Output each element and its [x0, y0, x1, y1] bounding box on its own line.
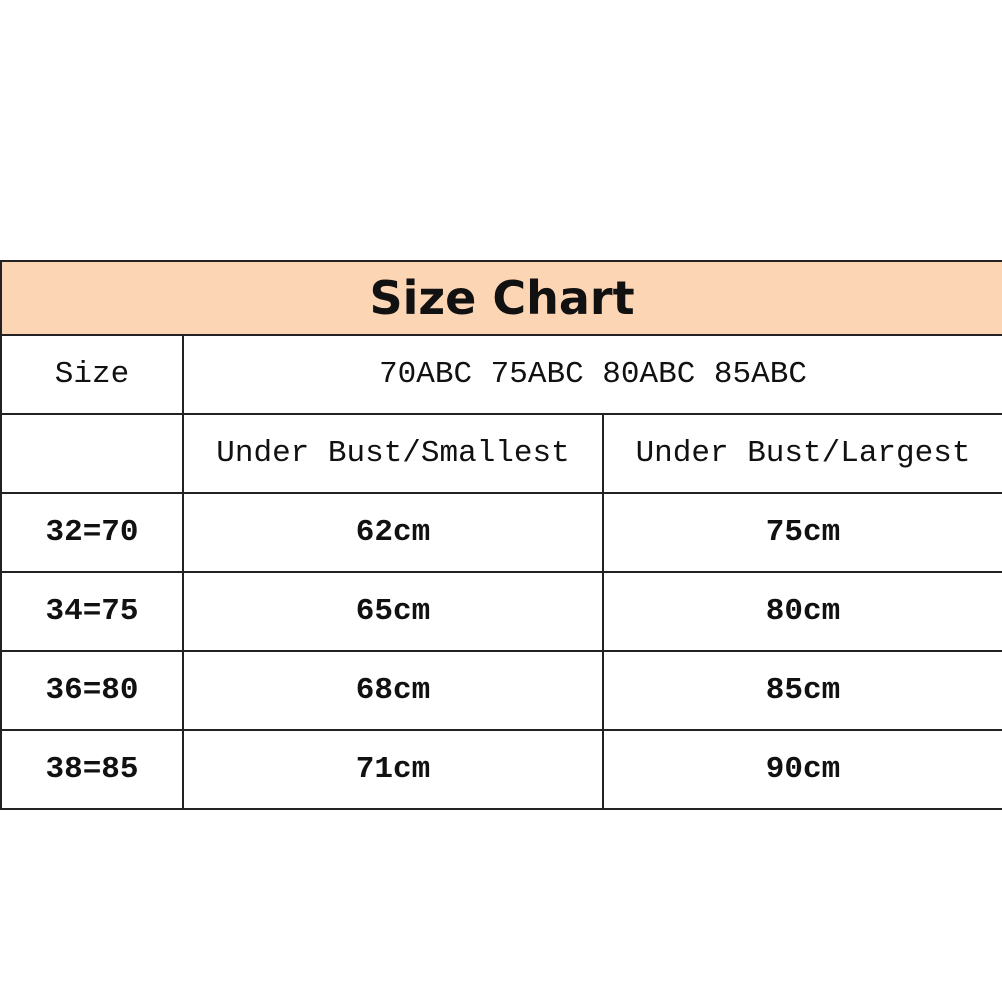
table-row: 34=75 65cm 80cm: [0, 571, 1002, 652]
largest-cell: 85cm: [601, 650, 1002, 731]
size-cell: 38=85: [0, 729, 184, 810]
size-chart-table: Size Chart Size 70ABC 75ABC 80ABC 85ABC …: [0, 260, 1002, 810]
largest-cell: 90cm: [601, 729, 1002, 810]
smallest-cell: 62cm: [182, 492, 604, 573]
table-title: Size Chart: [0, 260, 1002, 336]
column-header: Under Bust/Largest: [601, 413, 1002, 494]
table-row: 38=85 71cm 90cm: [0, 729, 1002, 810]
size-cell: 34=75: [0, 571, 184, 652]
smallest-cell: 65cm: [182, 571, 604, 652]
largest-cell: 75cm: [601, 492, 1002, 573]
largest-cell: 80cm: [601, 571, 1002, 652]
size-label: Size: [0, 334, 184, 415]
size-list: 70ABC 75ABC 80ABC 85ABC: [181, 334, 1002, 415]
column-header: [0, 413, 184, 494]
size-cell: 36=80: [0, 650, 184, 731]
table-row: 32=70 62cm 75cm: [0, 492, 1002, 573]
smallest-cell: 68cm: [182, 650, 604, 731]
table-row: 36=80 68cm 85cm: [0, 650, 1002, 731]
smallest-cell: 71cm: [182, 729, 604, 810]
size-cell: 32=70: [0, 492, 184, 573]
column-header: Under Bust/Smallest: [182, 413, 604, 494]
